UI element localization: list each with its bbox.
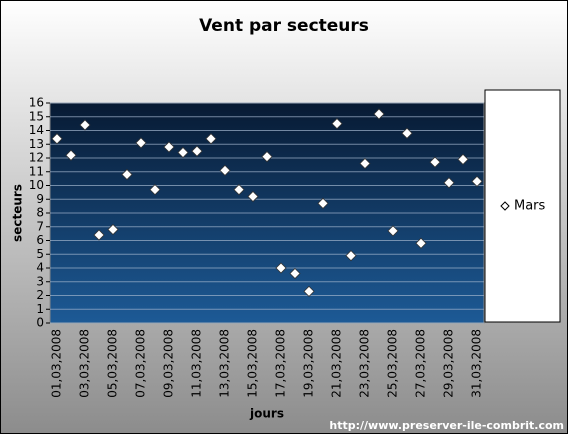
point — [149, 184, 161, 196]
x-tick-label: 23,03,2008 — [358, 329, 372, 398]
y-tick-label: 1 — [36, 302, 44, 316]
point — [303, 285, 315, 297]
point — [205, 133, 217, 145]
point — [373, 108, 385, 120]
legend-box — [484, 89, 561, 323]
y-tick-label: 16 — [29, 96, 44, 110]
point — [121, 168, 133, 181]
y-tick-label: 5 — [36, 247, 44, 261]
x-tick-label: 31,03,2008 — [470, 329, 484, 398]
point — [443, 177, 455, 189]
point — [387, 225, 399, 237]
y-tick-label: 15 — [29, 109, 44, 123]
point — [429, 156, 441, 168]
y-tick-label: 14 — [29, 123, 44, 137]
x-tick-label: 09,03,2008 — [162, 329, 176, 398]
y-tick-label: 2 — [36, 288, 44, 302]
x-tick-label: 05,03,2008 — [106, 329, 120, 398]
point — [415, 237, 427, 249]
y-tick-label: 3 — [36, 274, 44, 288]
x-tick-label: 29,03,2008 — [442, 329, 456, 398]
y-tick-label: 8 — [36, 206, 44, 220]
point — [471, 175, 483, 187]
point — [345, 250, 357, 262]
x-tick-label: 19,03,2008 — [302, 329, 316, 398]
y-tick-label: 11 — [29, 164, 44, 178]
point — [233, 184, 245, 196]
point — [219, 164, 231, 176]
point — [93, 229, 105, 241]
point — [107, 223, 119, 236]
point — [177, 146, 189, 159]
point — [401, 127, 413, 139]
point — [135, 137, 147, 149]
legend-label: Mars — [514, 199, 546, 214]
point — [289, 267, 301, 280]
point — [247, 190, 259, 203]
y-tick-label: 0 — [36, 316, 44, 330]
point — [261, 151, 273, 163]
point — [359, 157, 371, 170]
x-tick-label: 21,03,2008 — [330, 329, 344, 398]
x-tick-label: 27,03,2008 — [414, 329, 428, 398]
point — [191, 145, 203, 157]
y-tick-label: 9 — [36, 192, 44, 206]
y-tick-label: 6 — [36, 233, 44, 247]
point — [275, 262, 287, 274]
x-tick-label: 03,03,2008 — [78, 329, 92, 398]
x-axis-label: jours — [249, 407, 284, 421]
x-tick-label: 01,03,2008 — [50, 329, 64, 398]
x-tick-label: 15,03,2008 — [246, 329, 260, 398]
x-tick-label: 17,03,2008 — [274, 329, 288, 398]
x-tick-label: 13,03,2008 — [218, 329, 232, 398]
watermark: http://www.preserver-ile-combrit.com — [329, 419, 564, 432]
x-tick-label: 25,03,2008 — [386, 329, 400, 398]
x-tick-label: 11,03,2008 — [190, 329, 204, 398]
point — [65, 149, 77, 161]
x-tick-label: 07,03,2008 — [134, 329, 148, 398]
y-axis-label: secteurs — [11, 184, 25, 242]
point — [317, 197, 329, 209]
y-tick-label: 13 — [29, 137, 44, 151]
point — [331, 118, 343, 130]
y-tick-label: 10 — [29, 178, 44, 192]
point — [457, 153, 469, 165]
chart-title: Vent par secteurs — [199, 16, 369, 36]
y-tick-label: 12 — [29, 151, 44, 165]
point — [51, 133, 63, 145]
y-tick-label: 4 — [36, 261, 44, 275]
y-tick-label: 7 — [36, 219, 44, 233]
point — [79, 119, 91, 131]
legend-marker — [500, 201, 510, 211]
point — [163, 141, 175, 153]
